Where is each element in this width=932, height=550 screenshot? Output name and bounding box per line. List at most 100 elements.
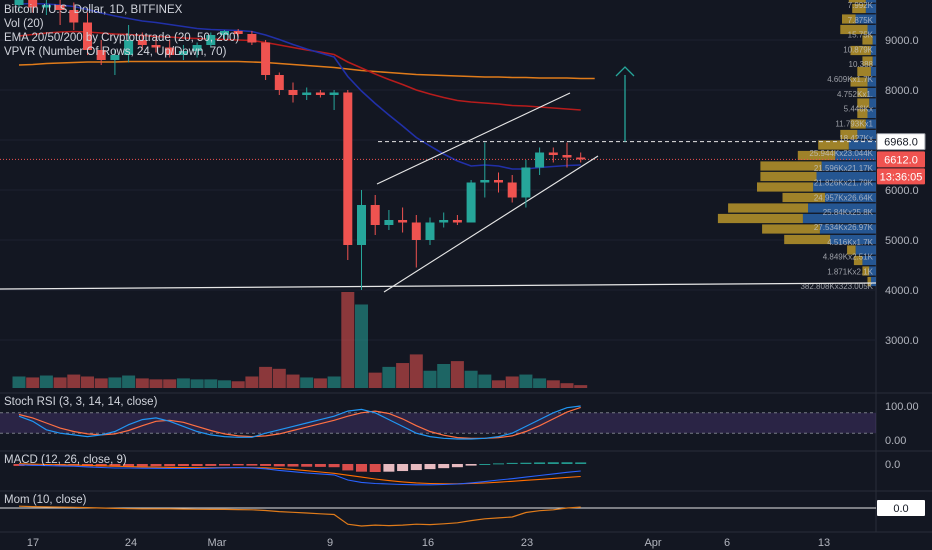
vpvr-down-bar	[853, 255, 863, 266]
momentum-line	[18, 505, 581, 527]
vpvr-up-bar	[872, 56, 876, 66]
channel-upper-line[interactable]	[376, 92, 571, 185]
vpvr-up-bar	[862, 255, 876, 266]
candle-body	[507, 182, 517, 198]
candle-body	[548, 152, 558, 155]
macd-histogram-bar	[260, 464, 272, 466]
vpvr-down-bar	[762, 224, 820, 234]
candle-body	[28, 0, 38, 8]
candle-body	[247, 34, 257, 43]
channel-lower-line[interactable]	[383, 155, 599, 293]
vpvr-profile[interactable]: 7.992K 7.875K 15.75K 10.879K 10.388 4.609Kx1.…	[717, 0, 876, 291]
vpvr-up-bar	[802, 213, 876, 224]
vpvr-up-bar	[857, 129, 876, 140]
vpvr-up-bar	[808, 203, 876, 213]
vpvr-volume-label: 10.879K	[843, 45, 873, 54]
candle-body	[466, 182, 476, 223]
vpvr-volume-label: 1.871Kx2.1K	[827, 267, 873, 276]
volume-bar	[286, 374, 300, 388]
macd-histogram-bar	[451, 464, 463, 468]
candle-body	[14, 0, 24, 5]
candle-body	[315, 92, 325, 95]
vpvr-indicator-label[interactable]: VPVR (Number Of Rows, 24, Up/Down, 70)	[4, 46, 227, 58]
macd-histogram-bar	[438, 464, 450, 469]
vpvr-down-bar	[862, 266, 870, 276]
volume-bar	[259, 366, 273, 388]
vpvr-up-bar	[816, 171, 876, 182]
volume-bar	[39, 375, 53, 388]
vpvr-volume-label: 5.446Kx	[844, 105, 873, 114]
last-price-badge-box	[877, 151, 925, 168]
vpvr-down-bar	[728, 203, 808, 213]
countdown-badge: 13:36:05	[880, 171, 923, 183]
vpvr-up-bar	[848, 140, 876, 150]
candle-body	[562, 155, 572, 158]
ema-20-line	[18, 2, 581, 170]
vpvr-down-bar	[797, 150, 836, 161]
vpvr-up-bar	[870, 45, 876, 56]
candle-body	[233, 31, 243, 34]
vpvr-up-bar	[813, 182, 876, 192]
volume-indicator-label[interactable]: Vol (20)	[4, 18, 44, 30]
vpvr-down-bar	[840, 24, 868, 35]
volume-bar	[355, 304, 368, 388]
volume-bar	[450, 361, 464, 388]
candle-body	[274, 75, 284, 90]
macd-histogram-bar	[424, 464, 436, 470]
volume-bar	[190, 379, 204, 388]
vpvr-volume-label: 21.596Kx21.17K	[814, 164, 874, 173]
vpvr-up-bar	[835, 150, 876, 161]
volume-bar	[341, 292, 355, 388]
macd-label[interactable]: MACD (12, 26, close, 9)	[4, 454, 127, 466]
vpvr-down-bar	[867, 276, 871, 287]
vpvr-up-bar	[867, 77, 876, 87]
macd-histogram-bar	[356, 464, 367, 472]
vpvr-down-bar	[850, 119, 866, 129]
macd-histogram-bar	[479, 464, 491, 465]
volume-bar	[149, 379, 163, 388]
stoch-rsi-label[interactable]: Stoch RSI (3, 3, 14, 14, close)	[4, 396, 158, 408]
ema-indicator-label[interactable]: EMA 20/50/200 by Cryptototrade (20, 50, …	[4, 32, 240, 44]
macd-histogram-bar	[136, 464, 148, 467]
time-axis-label: Apr	[644, 537, 661, 549]
time-axis-label: 24	[125, 537, 137, 549]
level-price-badge: 6968.0	[884, 137, 918, 149]
volume-bar	[163, 379, 177, 388]
macd-histogram-bar	[369, 464, 381, 472]
volume-bar	[122, 375, 136, 388]
volume-bar	[574, 385, 588, 388]
price-tick-label: 6000.0	[885, 185, 919, 197]
candle-body	[110, 55, 120, 60]
symbol-title[interactable]: Bitcoin / U.S. Dollar, 1D, BITFINEX	[4, 4, 183, 16]
vpvr-up-bar	[869, 266, 876, 276]
candle-body	[261, 42, 271, 75]
volume-bar	[368, 372, 382, 388]
volume-bar	[245, 376, 259, 388]
volume-bar	[313, 378, 327, 388]
target-arrow[interactable]	[615, 66, 635, 142]
candle-body	[343, 92, 353, 245]
vpvr-up-bar	[870, 66, 876, 77]
volume-bar	[382, 366, 396, 388]
price-tick-label: 5000.0	[885, 235, 919, 247]
volume-bar	[26, 377, 40, 388]
candle-body	[165, 47, 175, 55]
volume-bar	[519, 374, 533, 388]
volume-bar	[53, 377, 67, 388]
vpvr-up-bar	[821, 161, 876, 171]
candle-body	[370, 205, 380, 225]
vpvr-up-bar	[819, 224, 876, 234]
support-trendline[interactable]	[0, 282, 877, 290]
candle-body	[384, 220, 394, 225]
volume-bar	[327, 376, 341, 388]
macd-histogram-bar	[383, 464, 395, 472]
volume-bar	[409, 354, 423, 388]
macd-histogram-bar	[493, 463, 504, 465]
momentum-label[interactable]: Mom (10, close)	[4, 494, 87, 506]
vpvr-up-bar	[865, 119, 876, 129]
volume-bar	[94, 378, 108, 388]
vpvr-volume-label: 4.516Kx1.7K	[827, 238, 873, 247]
vpvr-down-bar	[862, 35, 873, 45]
